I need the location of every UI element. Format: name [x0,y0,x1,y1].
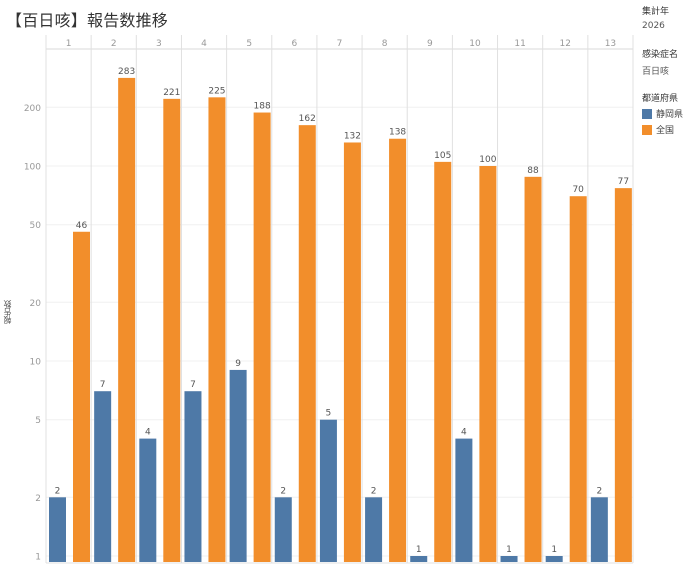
year-filter-label: 集計年 [642,7,670,17]
bar-value-label: 1 [506,545,512,555]
week-header: 2 [111,39,117,49]
bar[interactable] [73,231,90,563]
bar[interactable] [139,438,157,562]
week-header: 12 [560,39,571,49]
week-header: 11 [514,39,525,49]
bar[interactable] [500,556,518,562]
bar[interactable] [298,125,316,563]
disease-filter-label: 感染症名 [642,50,679,60]
legend-item-national[interactable]: 全国 [642,123,683,136]
bar[interactable] [410,556,428,562]
bar-value-label: 221 [163,88,180,98]
bar[interactable] [389,138,407,562]
bar[interactable] [253,112,271,563]
bar-value-label: 77 [618,177,629,187]
week-header: 10 [469,39,481,49]
color-legend: 都道府県 静岡県 全国 [642,91,683,136]
y-tick-label: 2 [35,494,41,504]
bar-value-label: 2 [280,486,286,496]
bar[interactable] [569,196,587,563]
y-tick-label: 10 [30,358,42,368]
y-axis: 1 2 5 10 20 50 100 200 [24,104,41,563]
disease-filter-value: 百日咳 [642,67,670,77]
bar-labels: 2467283422172259188216251322138110541001… [55,67,629,555]
bar-value-label: 4 [145,428,151,438]
legend-swatch-national [642,124,652,135]
column-header: 1 2 3 4 5 6 7 8 9 10 11 12 13 [66,39,616,49]
bar[interactable] [545,556,563,562]
bar-value-label: 70 [572,185,584,195]
bar-value-label: 132 [344,131,361,141]
week-header: 9 [427,39,433,49]
bar-value-label: 5 [326,409,332,419]
bar-value-label: 2 [55,486,61,496]
bar-value-label: 9 [235,359,241,369]
bar[interactable] [118,77,136,562]
bar[interactable] [94,391,112,562]
bar-value-label: 46 [76,221,88,231]
bar-value-label: 138 [389,128,406,138]
bar[interactable] [49,497,66,562]
year-filter[interactable]: 集計年 2026 [642,4,669,31]
y-tick-label: 20 [30,299,42,309]
week-header: 5 [246,39,252,49]
bar-value-label: 283 [118,67,135,77]
y-tick-label: 50 [30,221,42,231]
bar-value-label: 1 [551,545,557,555]
bar-value-label: 88 [527,166,539,176]
gridlines [45,35,634,564]
bar[interactable] [229,369,247,562]
week-header: 1 [66,39,72,49]
legend-label-shizuoka: 静岡県 [656,110,684,120]
bar-value-label: 7 [100,380,106,390]
bar-value-label: 7 [190,380,196,390]
bar[interactable] [274,497,292,562]
bar-value-label: 188 [254,102,271,112]
bar-value-label: 2 [596,486,602,496]
y-tick-label: 5 [35,416,41,426]
week-header: 6 [291,39,297,49]
bar-value-label: 2 [371,486,377,496]
y-tick-label: 100 [24,163,41,173]
bar-value-label: 100 [479,155,496,165]
bar[interactable] [455,438,473,562]
bar[interactable] [319,419,337,562]
bar-value-label: 162 [299,114,316,124]
bar-value-label: 105 [434,151,451,161]
bar-value-label: 225 [208,86,225,96]
bar-value-label: 1 [416,545,422,555]
bar[interactable] [614,188,632,562]
bar[interactable] [434,161,452,562]
year-filter-value: 2026 [642,21,665,31]
legend-item-shizuoka[interactable]: 静岡県 [642,107,683,120]
bar[interactable] [184,391,202,562]
y-tick-label: 200 [24,104,41,114]
bars [49,77,632,563]
legend-title: 都道府県 [642,94,679,104]
bar[interactable] [365,497,383,562]
bar[interactable] [163,98,181,562]
bar[interactable] [479,166,497,562]
legend-swatch-shizuoka [642,108,652,119]
week-header: 7 [337,39,343,49]
y-tick-label: 1 [35,553,41,563]
week-header: 8 [382,39,388,49]
legend-label-national: 全国 [656,126,675,136]
disease-filter[interactable]: 感染症名 百日咳 [642,47,678,77]
chart-title: 【百日咳】報告数推移 [6,11,169,30]
bar[interactable] [524,176,542,563]
week-header: 13 [605,39,616,49]
week-header: 3 [156,39,162,49]
week-header: 4 [201,39,207,49]
bar[interactable] [208,97,226,563]
bar[interactable] [590,497,608,562]
bar[interactable] [343,142,361,562]
bar-value-label: 4 [461,428,467,438]
